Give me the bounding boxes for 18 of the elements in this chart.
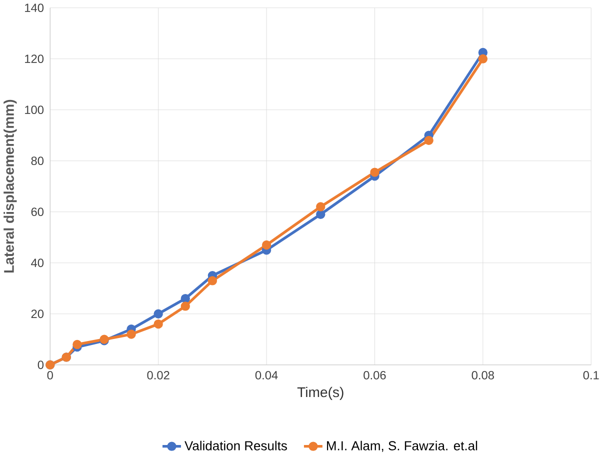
y-tick-label: 20 — [31, 310, 44, 318]
y-tick-label: 80 — [31, 156, 44, 165]
y-tick-label: 0 — [38, 360, 44, 369]
x-tick-label: 0.06 — [364, 370, 386, 380]
x-tick-label: 0.1 — [583, 370, 599, 380]
y-tick-label: 120 — [25, 54, 44, 63]
x-axis-title: Time(s) — [297, 386, 344, 400]
x-tick-label: 0.04 — [255, 370, 278, 380]
legend-label: Validation Results — [184, 440, 287, 450]
x-tick-label: 0.02 — [147, 370, 170, 380]
y-axis-title: Lateral displacement(mm) — [4, 100, 17, 272]
y-tick-label: 140 — [25, 4, 44, 12]
x-tick-label: 0 — [47, 370, 53, 380]
y-tick-label: 40 — [31, 258, 44, 267]
y-tick-label: 60 — [31, 208, 44, 216]
legend-label: M.I. Alam, S. Fawzia. et.al — [327, 440, 478, 452]
x-tick-label: 0.08 — [472, 370, 494, 380]
y-tick-label: 100 — [25, 106, 44, 114]
